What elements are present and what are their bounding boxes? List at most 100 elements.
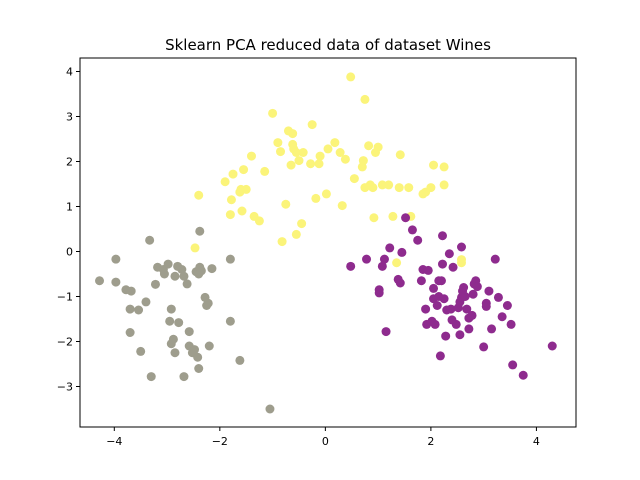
data-point bbox=[426, 183, 436, 193]
data-point bbox=[395, 278, 405, 288]
data-point bbox=[439, 162, 449, 172]
data-point bbox=[235, 355, 245, 365]
data-point bbox=[429, 283, 439, 293]
x-tick-label: −4 bbox=[106, 435, 122, 448]
data-point bbox=[225, 254, 235, 264]
data-point bbox=[321, 189, 331, 199]
data-point bbox=[179, 372, 189, 382]
data-point bbox=[401, 213, 411, 223]
data-point bbox=[330, 138, 340, 148]
data-point bbox=[273, 138, 283, 148]
data-point bbox=[462, 304, 472, 314]
data-point bbox=[487, 324, 497, 334]
data-point bbox=[193, 352, 203, 362]
plot-frame bbox=[79, 57, 577, 428]
data-point bbox=[136, 346, 146, 356]
data-point bbox=[439, 294, 449, 304]
data-point bbox=[170, 271, 180, 281]
data-point bbox=[518, 370, 528, 380]
data-point bbox=[307, 120, 317, 130]
data-point bbox=[297, 219, 307, 229]
data-point bbox=[150, 279, 160, 289]
data-point bbox=[268, 108, 278, 118]
data-point bbox=[448, 262, 458, 272]
y-tick-label: −2 bbox=[57, 336, 73, 349]
data-point bbox=[441, 331, 451, 341]
data-point bbox=[260, 166, 270, 176]
data-point bbox=[237, 206, 247, 216]
data-point bbox=[146, 372, 156, 382]
data-point bbox=[291, 229, 301, 239]
data-point bbox=[464, 324, 474, 334]
data-point bbox=[439, 180, 449, 190]
data-point bbox=[204, 341, 214, 351]
data-point bbox=[360, 94, 370, 104]
x-tick-label: 2 bbox=[427, 435, 434, 448]
data-point bbox=[286, 160, 296, 170]
data-point bbox=[457, 242, 466, 252]
data-point bbox=[125, 328, 135, 337]
data-point bbox=[394, 183, 404, 193]
data-point bbox=[241, 184, 251, 194]
data-point bbox=[547, 341, 557, 351]
data-point bbox=[239, 165, 249, 175]
y-tick-label: 4 bbox=[66, 66, 73, 79]
data-point bbox=[377, 180, 387, 190]
data-point bbox=[368, 183, 378, 193]
data-point bbox=[490, 254, 500, 264]
data-point bbox=[388, 211, 398, 221]
data-point bbox=[460, 292, 470, 301]
data-point bbox=[438, 259, 447, 269]
data-point bbox=[276, 147, 286, 157]
data-point bbox=[506, 319, 516, 329]
data-point bbox=[182, 279, 192, 289]
data-point bbox=[455, 330, 465, 340]
data-point bbox=[288, 129, 298, 139]
data-point bbox=[246, 151, 256, 161]
data-point bbox=[444, 249, 454, 259]
data-point bbox=[379, 254, 389, 264]
data-point bbox=[381, 327, 391, 337]
y-tick-label: 2 bbox=[66, 156, 73, 169]
data-point bbox=[134, 305, 144, 315]
data-point bbox=[196, 266, 206, 276]
data-point bbox=[141, 297, 151, 307]
data-point bbox=[166, 304, 176, 314]
data-point bbox=[190, 243, 200, 253]
data-point bbox=[163, 259, 173, 269]
data-point bbox=[374, 288, 384, 298]
data-point bbox=[165, 316, 175, 326]
data-point bbox=[467, 310, 477, 320]
data-point bbox=[435, 351, 445, 361]
data-point bbox=[335, 148, 345, 157]
data-point bbox=[472, 282, 482, 292]
data-point bbox=[340, 154, 350, 164]
data-point bbox=[395, 150, 405, 160]
data-point bbox=[438, 231, 447, 241]
data-point bbox=[298, 148, 308, 157]
data-point bbox=[207, 264, 217, 274]
data-point bbox=[416, 276, 426, 286]
data-point bbox=[306, 159, 316, 169]
data-point bbox=[179, 271, 189, 281]
data-point bbox=[225, 210, 235, 220]
data-point bbox=[111, 254, 121, 264]
data-point bbox=[126, 286, 136, 296]
data-point bbox=[429, 160, 439, 170]
data-point bbox=[392, 258, 402, 268]
data-point bbox=[225, 316, 235, 326]
data-point bbox=[195, 226, 205, 236]
y-tick-label: 1 bbox=[66, 201, 73, 214]
data-point bbox=[220, 177, 230, 187]
data-point bbox=[291, 148, 301, 157]
data-point bbox=[174, 318, 184, 328]
y-tick-label: 3 bbox=[66, 111, 73, 124]
data-point bbox=[459, 283, 469, 292]
data-point bbox=[436, 276, 446, 286]
data-point bbox=[203, 298, 213, 308]
data-point bbox=[125, 304, 135, 314]
data-point bbox=[451, 319, 461, 329]
points-layer bbox=[95, 72, 557, 414]
data-point bbox=[170, 348, 180, 358]
